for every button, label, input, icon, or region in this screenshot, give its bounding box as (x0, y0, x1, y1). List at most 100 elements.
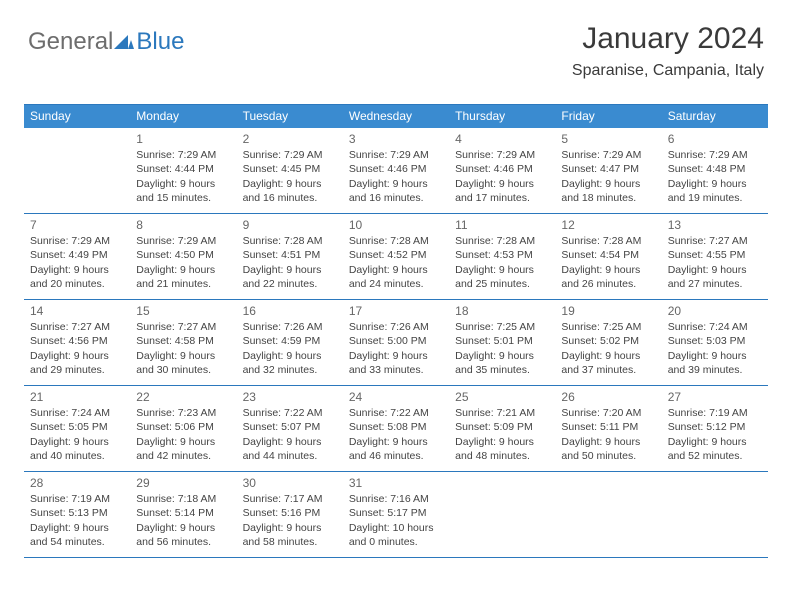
sunset-text: Sunset: 5:14 PM (136, 506, 230, 520)
sunset-text: Sunset: 4:46 PM (349, 162, 443, 176)
sunrise-text: Sunrise: 7:22 AM (243, 406, 337, 420)
sunrise-text: Sunrise: 7:28 AM (349, 234, 443, 248)
calendar-day: 13Sunrise: 7:27 AMSunset: 4:55 PMDayligh… (662, 214, 768, 299)
sunset-text: Sunset: 5:12 PM (668, 420, 762, 434)
sunset-text: Sunset: 4:55 PM (668, 248, 762, 262)
sunrise-text: Sunrise: 7:19 AM (30, 492, 124, 506)
calendar-day: 1Sunrise: 7:29 AMSunset: 4:44 PMDaylight… (130, 128, 236, 213)
day-number: 14 (30, 303, 124, 319)
calendar-week: 21Sunrise: 7:24 AMSunset: 5:05 PMDayligh… (24, 386, 768, 472)
calendar-day: 11Sunrise: 7:28 AMSunset: 4:53 PMDayligh… (449, 214, 555, 299)
sunrise-text: Sunrise: 7:26 AM (243, 320, 337, 334)
day-number: 12 (561, 217, 655, 233)
sunrise-text: Sunrise: 7:24 AM (30, 406, 124, 420)
daylight-text: Daylight: 9 hours (455, 435, 549, 449)
day-number: 8 (136, 217, 230, 233)
sunset-text: Sunset: 4:47 PM (561, 162, 655, 176)
sunrise-text: Sunrise: 7:18 AM (136, 492, 230, 506)
sunset-text: Sunset: 5:00 PM (349, 334, 443, 348)
daylight-text: Daylight: 9 hours (243, 435, 337, 449)
day-number: 5 (561, 131, 655, 147)
calendar-day (449, 472, 555, 557)
calendar-day: 17Sunrise: 7:26 AMSunset: 5:00 PMDayligh… (343, 300, 449, 385)
sunset-text: Sunset: 5:06 PM (136, 420, 230, 434)
calendar-day: 9Sunrise: 7:28 AMSunset: 4:51 PMDaylight… (237, 214, 343, 299)
daylight-text: Daylight: 9 hours (136, 263, 230, 277)
calendar-day: 15Sunrise: 7:27 AMSunset: 4:58 PMDayligh… (130, 300, 236, 385)
daylight-text: Daylight: 9 hours (668, 263, 762, 277)
sunrise-text: Sunrise: 7:23 AM (136, 406, 230, 420)
sunset-text: Sunset: 5:01 PM (455, 334, 549, 348)
logo: General Blue (28, 28, 184, 56)
daylight-text: Daylight: 9 hours (349, 435, 443, 449)
daylight-text: Daylight: 9 hours (30, 349, 124, 363)
sunrise-text: Sunrise: 7:29 AM (561, 148, 655, 162)
sunrise-text: Sunrise: 7:29 AM (349, 148, 443, 162)
sunrise-text: Sunrise: 7:24 AM (668, 320, 762, 334)
daylight-text: Daylight: 9 hours (561, 177, 655, 191)
calendar-day: 18Sunrise: 7:25 AMSunset: 5:01 PMDayligh… (449, 300, 555, 385)
sunrise-text: Sunrise: 7:21 AM (455, 406, 549, 420)
sunrise-text: Sunrise: 7:29 AM (668, 148, 762, 162)
daylight-text: and 22 minutes. (243, 277, 337, 291)
sunrise-text: Sunrise: 7:29 AM (30, 234, 124, 248)
day-number: 17 (349, 303, 443, 319)
daylight-text: Daylight: 9 hours (349, 349, 443, 363)
calendar-day: 2Sunrise: 7:29 AMSunset: 4:45 PMDaylight… (237, 128, 343, 213)
sunset-text: Sunset: 5:03 PM (668, 334, 762, 348)
logo-mark-icon (114, 28, 134, 56)
calendar-day: 29Sunrise: 7:18 AMSunset: 5:14 PMDayligh… (130, 472, 236, 557)
calendar-day: 14Sunrise: 7:27 AMSunset: 4:56 PMDayligh… (24, 300, 130, 385)
calendar-day: 6Sunrise: 7:29 AMSunset: 4:48 PMDaylight… (662, 128, 768, 213)
calendar-day: 30Sunrise: 7:17 AMSunset: 5:16 PMDayligh… (237, 472, 343, 557)
daylight-text: and 56 minutes. (136, 535, 230, 549)
daylight-text: Daylight: 9 hours (30, 435, 124, 449)
calendar-day: 25Sunrise: 7:21 AMSunset: 5:09 PMDayligh… (449, 386, 555, 471)
daylight-text: and 54 minutes. (30, 535, 124, 549)
daylight-text: Daylight: 9 hours (668, 177, 762, 191)
sunset-text: Sunset: 4:52 PM (349, 248, 443, 262)
sunset-text: Sunset: 5:17 PM (349, 506, 443, 520)
daylight-text: Daylight: 9 hours (243, 349, 337, 363)
daylight-text: and 16 minutes. (349, 191, 443, 205)
daylight-text: and 32 minutes. (243, 363, 337, 377)
sunset-text: Sunset: 5:13 PM (30, 506, 124, 520)
daylight-text: and 33 minutes. (349, 363, 443, 377)
day-number: 31 (349, 475, 443, 491)
sunrise-text: Sunrise: 7:27 AM (136, 320, 230, 334)
daylight-text: Daylight: 10 hours (349, 521, 443, 535)
day-number: 29 (136, 475, 230, 491)
sunset-text: Sunset: 4:44 PM (136, 162, 230, 176)
day-number: 28 (30, 475, 124, 491)
sunset-text: Sunset: 4:54 PM (561, 248, 655, 262)
sunrise-text: Sunrise: 7:20 AM (561, 406, 655, 420)
day-header: Sunday (24, 105, 130, 128)
calendar-day: 28Sunrise: 7:19 AMSunset: 5:13 PMDayligh… (24, 472, 130, 557)
daylight-text: and 20 minutes. (30, 277, 124, 291)
daylight-text: and 24 minutes. (349, 277, 443, 291)
daylight-text: and 21 minutes. (136, 277, 230, 291)
day-header: Friday (555, 105, 661, 128)
day-header: Wednesday (343, 105, 449, 128)
page-title: January 2024 (572, 22, 764, 56)
calendar-day: 27Sunrise: 7:19 AMSunset: 5:12 PMDayligh… (662, 386, 768, 471)
day-number: 7 (30, 217, 124, 233)
daylight-text: Daylight: 9 hours (561, 263, 655, 277)
sunrise-text: Sunrise: 7:29 AM (136, 234, 230, 248)
day-number: 3 (349, 131, 443, 147)
calendar-day: 19Sunrise: 7:25 AMSunset: 5:02 PMDayligh… (555, 300, 661, 385)
sunset-text: Sunset: 5:05 PM (30, 420, 124, 434)
daylight-text: and 29 minutes. (30, 363, 124, 377)
calendar: Sunday Monday Tuesday Wednesday Thursday… (24, 104, 768, 558)
calendar-header-row: Sunday Monday Tuesday Wednesday Thursday… (24, 105, 768, 128)
sunset-text: Sunset: 4:58 PM (136, 334, 230, 348)
daylight-text: and 42 minutes. (136, 449, 230, 463)
calendar-day: 5Sunrise: 7:29 AMSunset: 4:47 PMDaylight… (555, 128, 661, 213)
calendar-day (555, 472, 661, 557)
day-number: 18 (455, 303, 549, 319)
daylight-text: Daylight: 9 hours (243, 521, 337, 535)
sunrise-text: Sunrise: 7:28 AM (455, 234, 549, 248)
sunrise-text: Sunrise: 7:29 AM (455, 148, 549, 162)
day-number: 19 (561, 303, 655, 319)
sunset-text: Sunset: 5:11 PM (561, 420, 655, 434)
